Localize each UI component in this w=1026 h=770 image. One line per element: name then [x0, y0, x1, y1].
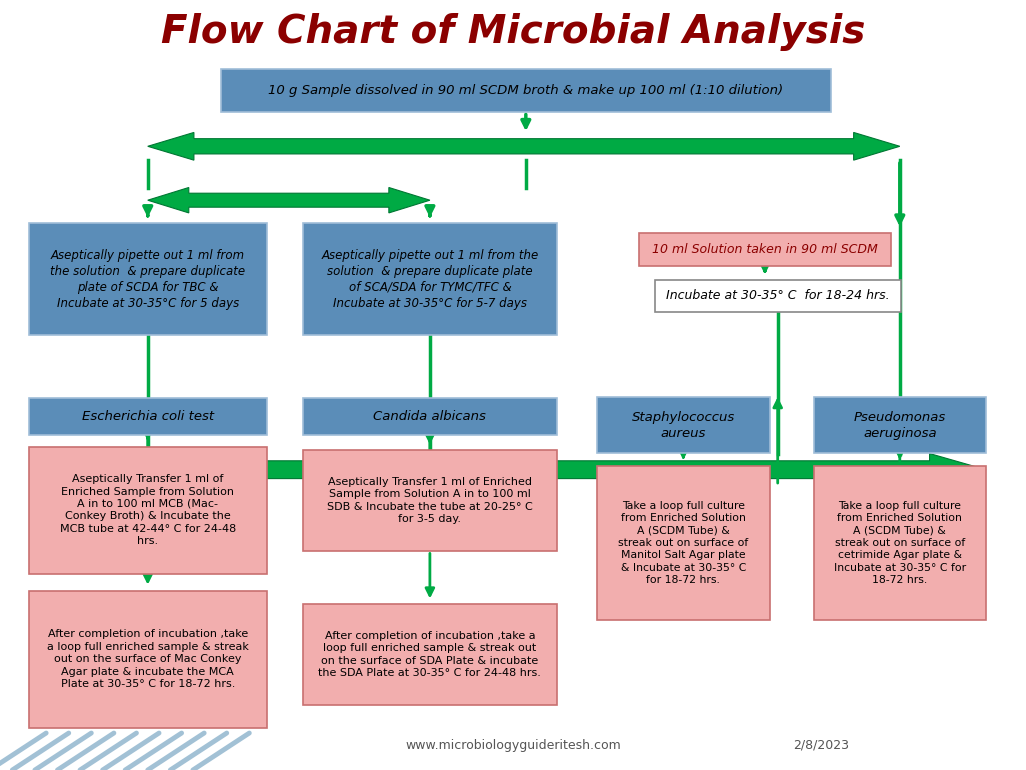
- Text: After completion of incubation ,take
a loop full enriched sample & streak
out on: After completion of incubation ,take a l…: [47, 629, 248, 689]
- Text: Candida albicans: Candida albicans: [373, 410, 486, 423]
- FancyBboxPatch shape: [597, 466, 770, 620]
- FancyBboxPatch shape: [814, 397, 986, 453]
- Text: After completion of incubation ,take a
loop full enriched sample & streak out
on: After completion of incubation ,take a l…: [318, 631, 542, 678]
- FancyBboxPatch shape: [221, 69, 831, 112]
- Text: Take a loop full culture
from Enriched Solution
A (SCDM Tube) &
streak out on su: Take a loop full culture from Enriched S…: [834, 500, 965, 585]
- Text: Aseptically pipette out 1 ml from
the solution  & prepare duplicate
plate of SCD: Aseptically pipette out 1 ml from the so…: [50, 249, 245, 310]
- Text: Staphylococcus
aureus: Staphylococcus aureus: [632, 410, 735, 440]
- FancyBboxPatch shape: [639, 233, 891, 266]
- FancyBboxPatch shape: [303, 223, 557, 335]
- Text: www.microbiologyguideritesh.com: www.microbiologyguideritesh.com: [405, 739, 621, 752]
- FancyBboxPatch shape: [303, 450, 557, 551]
- Text: Aseptically Transfer 1 ml of
Enriched Sample from Solution
A in to 100 ml MCB (M: Aseptically Transfer 1 ml of Enriched Sa…: [60, 474, 236, 546]
- Polygon shape: [148, 188, 430, 213]
- Text: Flow Chart of Microbial Analysis: Flow Chart of Microbial Analysis: [161, 13, 865, 52]
- Text: Take a loop full culture
from Enriched Solution
A (SCDM Tube) &
streak out on su: Take a loop full culture from Enriched S…: [619, 500, 748, 585]
- FancyBboxPatch shape: [29, 447, 267, 574]
- Text: Aseptically Transfer 1 ml of Enriched
Sample from Solution A in to 100 ml
SDB & : Aseptically Transfer 1 ml of Enriched Sa…: [327, 477, 532, 524]
- Text: Aseptically pipette out 1 ml from the
solution  & prepare duplicate plate
of SCA: Aseptically pipette out 1 ml from the so…: [321, 249, 539, 310]
- Text: Pseudomonas
aeruginosa: Pseudomonas aeruginosa: [854, 410, 946, 440]
- FancyBboxPatch shape: [29, 223, 267, 335]
- FancyBboxPatch shape: [597, 397, 770, 453]
- Text: 2/8/2023: 2/8/2023: [793, 739, 849, 752]
- Text: Escherichia coli test: Escherichia coli test: [82, 410, 213, 423]
- Text: 10 ml Solution taken in 90 ml SCDM: 10 ml Solution taken in 90 ml SCDM: [652, 243, 878, 256]
- Polygon shape: [62, 454, 986, 486]
- FancyBboxPatch shape: [303, 398, 557, 435]
- Text: 10 g Sample dissolved in 90 ml SCDM broth & make up 100 ml (1:10 dilution): 10 g Sample dissolved in 90 ml SCDM brot…: [268, 84, 784, 97]
- FancyBboxPatch shape: [29, 398, 267, 435]
- FancyBboxPatch shape: [814, 466, 986, 620]
- FancyBboxPatch shape: [655, 280, 901, 312]
- Polygon shape: [148, 132, 900, 160]
- FancyBboxPatch shape: [29, 591, 267, 728]
- FancyBboxPatch shape: [303, 604, 557, 705]
- Text: Incubate at 30-35° C  for 18-24 hrs.: Incubate at 30-35° C for 18-24 hrs.: [666, 290, 890, 302]
